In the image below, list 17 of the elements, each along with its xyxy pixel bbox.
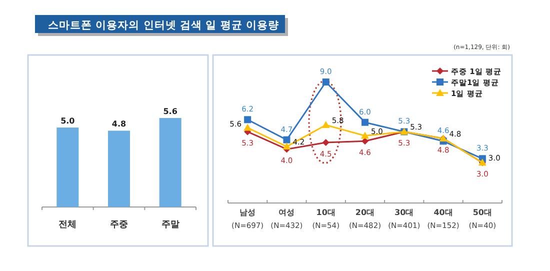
point xyxy=(362,138,368,145)
chart-title: 스마트폰 이용자의 인터넷 검색 일 평균 이용량 xyxy=(48,20,279,32)
point xyxy=(283,136,290,144)
data-label: 5.6 xyxy=(163,107,178,116)
data-label: 5.0 xyxy=(60,116,76,126)
point xyxy=(322,139,330,146)
point xyxy=(282,142,291,150)
point xyxy=(322,78,330,86)
point xyxy=(322,121,330,128)
point xyxy=(244,116,252,124)
x-tick-label: 전체 xyxy=(58,220,77,230)
data-label: 4.8 xyxy=(112,120,127,129)
point xyxy=(362,118,368,126)
x-tick-label: 주말 xyxy=(161,220,180,230)
x-tick-label: 주중 xyxy=(110,220,128,230)
point xyxy=(361,132,369,139)
point xyxy=(244,124,252,131)
